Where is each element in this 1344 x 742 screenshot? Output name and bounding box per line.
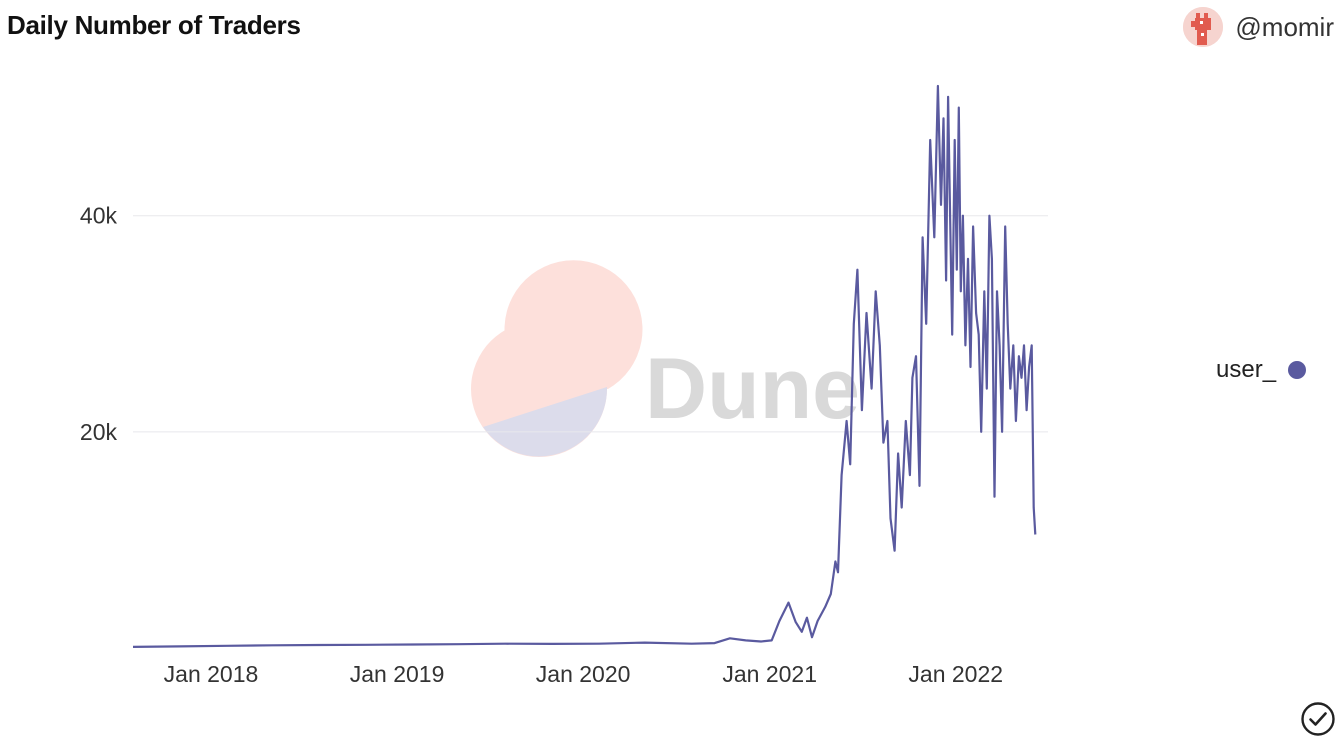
y-tick-label: 20k: [80, 419, 118, 445]
x-tick-label: Jan 2020: [536, 661, 631, 687]
x-tick-label: Jan 2021: [722, 661, 817, 687]
x-tick-label: Jan 2018: [164, 661, 259, 687]
watermark-blue-half: [483, 387, 608, 457]
watermark-text: Dune: [645, 341, 860, 437]
llama-avatar-icon: [1183, 7, 1224, 47]
x-tick-label: Jan 2022: [908, 661, 1003, 687]
legend-marker-user: [1288, 361, 1307, 379]
legend-label-user: user_: [1216, 356, 1277, 383]
y-tick-label: 40k: [80, 203, 118, 229]
page-title: Daily Number of Traders: [7, 10, 301, 40]
watermark: Dune: [471, 260, 860, 457]
check-circle-icon[interactable]: [1300, 701, 1336, 737]
series-line-user: [132, 84, 1037, 648]
author-badge[interactable]: @momir: [1183, 6, 1334, 48]
legend[interactable]: user_: [1216, 356, 1307, 384]
author-handle[interactable]: @momir: [1235, 11, 1334, 42]
x-tick-label: Jan 2019: [350, 661, 445, 687]
